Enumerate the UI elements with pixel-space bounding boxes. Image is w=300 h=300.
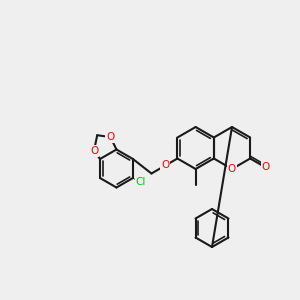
- Text: Cl: Cl: [136, 177, 146, 187]
- Text: O: O: [262, 163, 270, 172]
- Text: O: O: [228, 164, 236, 174]
- Text: O: O: [90, 146, 98, 156]
- Text: O: O: [106, 132, 115, 142]
- Text: O: O: [161, 160, 170, 170]
